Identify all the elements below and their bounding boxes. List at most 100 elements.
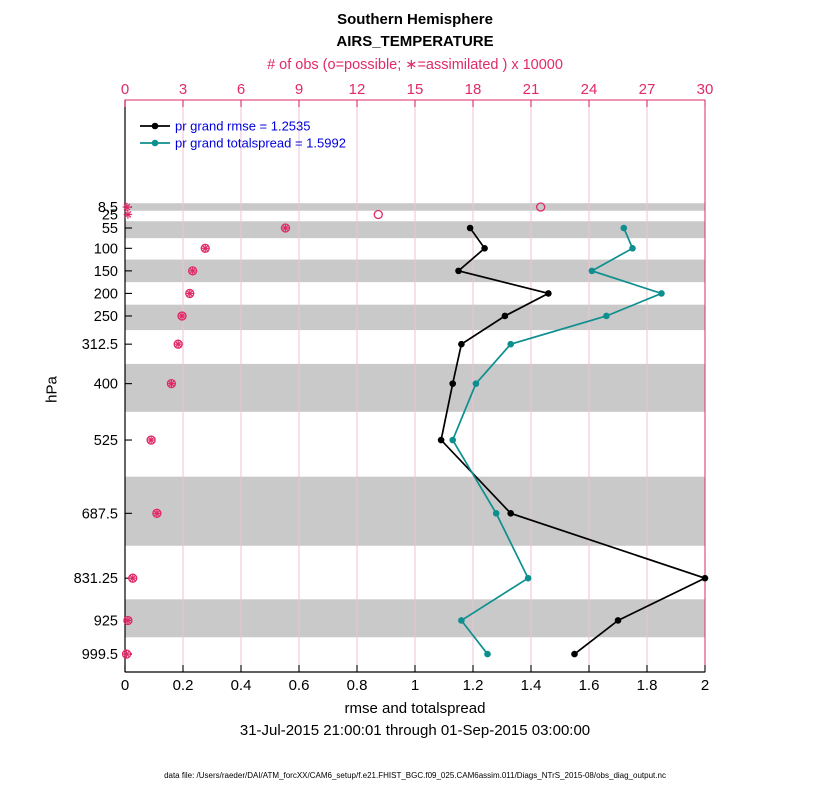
assimilated-obs-marker xyxy=(177,311,187,321)
asterisk-spoke xyxy=(201,244,209,252)
pressure-tick-label: 525 xyxy=(94,433,118,449)
pressure-tick-label: 250 xyxy=(94,309,118,325)
totalspread-point xyxy=(484,650,491,658)
legend-marker xyxy=(151,122,159,130)
asterisk-spoke xyxy=(167,380,175,388)
data-file-path: data file: /Users/raeder/DAI/ATM_forcXX/… xyxy=(164,771,666,780)
top-tick-label: 30 xyxy=(697,81,714,98)
assimilated-obs-marker xyxy=(188,266,197,276)
legend-entry-label: pr grand totalspread = 1.5992 xyxy=(175,136,346,151)
pressure-tick-label: 8.5 xyxy=(98,200,118,216)
x-axis-label: rmse and totalspread xyxy=(344,700,486,717)
rmse-point xyxy=(481,245,488,252)
rmse-point xyxy=(571,650,578,658)
asterisk-spoke xyxy=(123,650,130,658)
asterisk-spoke xyxy=(124,617,132,624)
rmse-point xyxy=(545,290,552,297)
rmse-point xyxy=(501,312,509,320)
asterisk-spoke xyxy=(282,224,289,232)
pressure-tick-label: 400 xyxy=(94,377,118,393)
rmse-point xyxy=(437,436,445,444)
possible-obs-marker xyxy=(536,202,546,212)
pressure-tick-label: 25 xyxy=(102,207,118,223)
pressure-tick-label: 831.25 xyxy=(74,571,118,587)
x-tick-label: 0.2 xyxy=(173,677,194,694)
pressure-tick-label: 687.5 xyxy=(82,506,118,522)
assimilated-obs-marker xyxy=(123,616,133,625)
top-tick-label: 21 xyxy=(523,81,540,98)
x-tick-label: 2 xyxy=(701,677,709,694)
x-tick-label: 0.8 xyxy=(347,677,368,694)
totalspread-point xyxy=(588,267,596,275)
asterisk-spoke xyxy=(153,509,161,517)
totalspread-point xyxy=(629,245,636,252)
assimilated-obs-marker xyxy=(128,573,138,583)
top-tick-label: 3 xyxy=(179,81,187,98)
asterisk-spoke xyxy=(123,203,131,211)
x-tick-label: 0.4 xyxy=(231,677,252,694)
top-tick-label: 15 xyxy=(407,81,424,98)
pressure-tick-label: 100 xyxy=(94,241,118,257)
x-tick-label: 1.8 xyxy=(637,677,658,694)
totalspread-point xyxy=(507,340,514,348)
asterisk-spoke xyxy=(124,211,132,218)
assimilated-obs-marker xyxy=(123,210,133,219)
asterisk-spoke xyxy=(189,267,197,275)
totalspread-point xyxy=(449,436,457,444)
x-tick-label: 1.4 xyxy=(521,677,542,694)
assimilated-obs-marker xyxy=(122,202,132,212)
top-tick-label: 0 xyxy=(121,81,129,98)
chart-title-line1: Southern Hemisphere xyxy=(337,11,493,28)
assimilated-obs-marker xyxy=(146,435,156,445)
pressure-tick-label: 312.5 xyxy=(82,337,118,353)
rmse-point xyxy=(466,224,474,232)
totalspread-point xyxy=(603,312,610,320)
asterisk-spoke xyxy=(186,289,194,297)
pressure-tick-label: 999.5 xyxy=(82,647,118,663)
totalspread-point xyxy=(492,510,500,517)
rmse-point xyxy=(507,510,514,517)
totalspread-point xyxy=(620,224,628,232)
top-axis-label: # of obs (o=possible; ∗=assimilated ) x … xyxy=(267,57,563,73)
asterisk-spoke xyxy=(178,312,186,320)
x-tick-label: 1.6 xyxy=(579,677,600,694)
pressure-tick-label: 150 xyxy=(94,264,118,280)
pressure-tick-label: 200 xyxy=(94,286,118,302)
assimilated-obs-marker xyxy=(122,649,131,659)
assimilated-obs-marker xyxy=(200,244,210,253)
rmse-point xyxy=(614,617,622,624)
rmse-line xyxy=(440,227,708,655)
chart-title-line2: AIRS_TEMPERATURE xyxy=(336,33,494,50)
pressure-tick-label: 925 xyxy=(94,613,118,629)
date-range: 31-Jul-2015 21:00:01 through 01-Sep-2015… xyxy=(239,722,591,739)
x-tick-label: 0.6 xyxy=(289,677,310,694)
top-tick-label: 9 xyxy=(295,81,303,98)
top-tick-label: 24 xyxy=(581,81,598,98)
assimilated-obs-marker xyxy=(173,339,183,349)
x-tick-label: 1 xyxy=(411,677,419,694)
asterisk-spoke xyxy=(174,340,182,348)
totalspread-point xyxy=(524,574,532,582)
pressure-tick-label: 55 xyxy=(102,221,118,237)
legend-marker xyxy=(151,139,159,147)
top-tick-label: 27 xyxy=(639,81,656,98)
assimilated-obs-marker xyxy=(152,509,162,518)
assimilated-obs-marker xyxy=(185,289,195,298)
x-tick-label: 0 xyxy=(121,677,129,694)
rmse-point xyxy=(455,267,462,275)
rmse-point xyxy=(458,340,465,348)
assimilated-obs-marker xyxy=(281,223,290,233)
totalspread-line xyxy=(451,227,664,655)
top-tick-label: 12 xyxy=(349,81,366,98)
rmse-point xyxy=(449,380,457,387)
asterisk-spoke xyxy=(147,436,155,444)
top-tick-label: 6 xyxy=(237,81,245,98)
asterisk-spoke xyxy=(129,574,137,582)
x-tick-label: 1.2 xyxy=(463,677,484,694)
totalspread-point xyxy=(658,290,665,297)
possible-obs-marker xyxy=(373,209,383,220)
totalspread-point xyxy=(458,617,465,624)
top-tick-label: 18 xyxy=(465,81,482,98)
